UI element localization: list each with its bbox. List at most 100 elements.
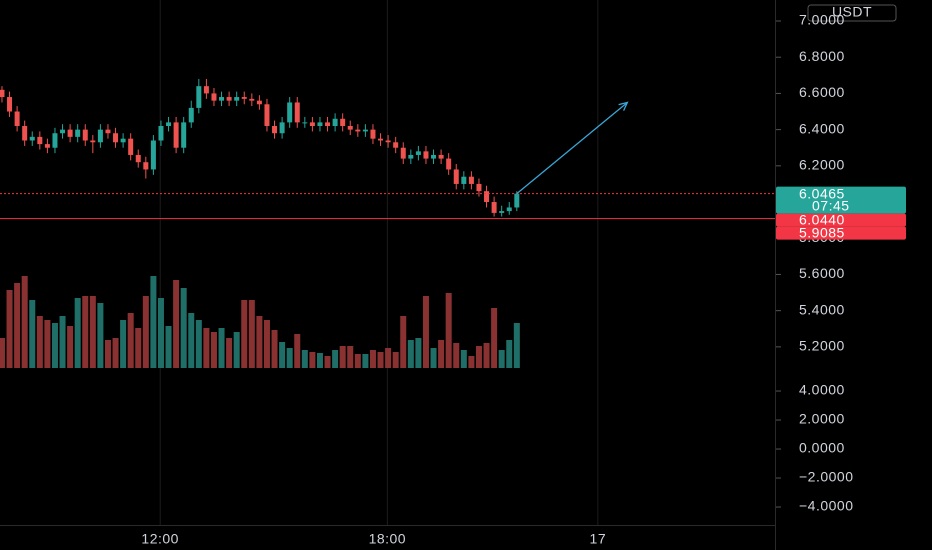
price-line-box — [776, 226, 906, 240]
x-tick-label: 12:00 — [141, 531, 179, 547]
volume-bar — [430, 348, 437, 368]
candle-body — [52, 133, 58, 148]
volume-bar — [89, 296, 96, 368]
candle-body — [272, 126, 278, 134]
volume-bar — [460, 350, 467, 368]
volume-bar — [104, 340, 111, 368]
volume-bar — [142, 296, 149, 368]
candle-body — [264, 104, 270, 127]
candle-body — [203, 86, 209, 94]
volume-bar — [324, 356, 331, 368]
volume-bar — [150, 276, 157, 368]
candle-body — [135, 154, 141, 163]
candle-body — [378, 138, 384, 141]
volume-bar — [51, 323, 58, 368]
y-tick-label: 6.8000 — [799, 48, 845, 64]
candle-body — [75, 129, 81, 137]
candle-body — [44, 144, 50, 148]
volume-bar — [14, 283, 21, 368]
candle-body — [446, 158, 452, 170]
y-tick-label: 5.4000 — [799, 301, 845, 317]
candle-body — [332, 118, 338, 127]
candle-body — [431, 154, 437, 159]
volume-bar — [498, 350, 505, 368]
candle-body — [279, 122, 285, 134]
candle-body — [150, 140, 156, 170]
candle-body — [90, 140, 96, 143]
volume-bar — [97, 303, 104, 368]
countdown-label: 07:45 — [812, 197, 850, 213]
candle-body — [347, 126, 353, 130]
candle-body — [211, 93, 217, 101]
y-tick-label: 5.2000 — [799, 338, 845, 354]
candle-body — [143, 162, 149, 170]
y2-tick-label: −2.0000 — [799, 469, 854, 485]
volume-bar — [195, 320, 202, 368]
volume-bar — [218, 328, 225, 368]
volume-bar — [407, 340, 414, 368]
price-line-box — [776, 213, 906, 227]
volume-bar — [362, 354, 369, 368]
candle-body — [393, 142, 399, 148]
candle-body — [340, 118, 346, 127]
candle-body — [438, 154, 444, 159]
volume-bar — [422, 296, 429, 368]
candle-body — [105, 129, 111, 134]
volume-bar — [44, 320, 51, 368]
candle-body — [158, 126, 164, 141]
volume-bar — [188, 313, 195, 368]
candle-body — [400, 147, 406, 159]
volume-bar — [241, 300, 248, 368]
volume-bar — [415, 338, 422, 368]
candle-body — [234, 97, 240, 101]
last-price-label: 6.0465 — [799, 185, 845, 201]
candle-body — [166, 122, 172, 127]
volume-bar — [286, 348, 293, 368]
volume-bar — [180, 288, 187, 368]
volume-bar — [74, 298, 81, 368]
candle-body — [188, 107, 194, 123]
volume-bar — [279, 342, 286, 368]
volume-bar — [506, 340, 513, 368]
y2-tick-label: −4.0000 — [799, 498, 854, 514]
volume-bar — [354, 354, 361, 368]
y2-tick-label: 0.0000 — [799, 440, 845, 456]
volume-bar — [82, 296, 89, 368]
y-tick-label: 6.6000 — [799, 84, 845, 100]
x-tick-label: 17 — [590, 531, 607, 547]
candle-body — [302, 122, 308, 124]
volume-bar — [135, 328, 142, 368]
candle-body — [29, 136, 35, 141]
candle-body — [82, 129, 88, 141]
candle-body — [0, 89, 5, 98]
candle-body — [219, 97, 225, 101]
volume-bar — [491, 308, 498, 368]
volume-bar — [309, 352, 316, 368]
price-line-label: 6.0440 — [799, 211, 845, 227]
candle-body — [499, 211, 505, 213]
candle-body — [453, 169, 459, 184]
volume-bar — [385, 348, 392, 368]
candle-body — [67, 129, 73, 137]
candle-body — [317, 122, 323, 127]
y-tick-label: 6.2000 — [799, 157, 845, 173]
candle-body — [355, 129, 361, 132]
currency-box[interactable] — [807, 4, 897, 22]
candle-body — [7, 97, 13, 112]
candle-body — [256, 100, 262, 105]
volume-bar — [6, 290, 13, 368]
volume-bar — [445, 293, 452, 368]
candle-body — [415, 151, 421, 155]
candle-body — [14, 111, 20, 127]
candle-body — [461, 176, 467, 184]
volume-bar — [210, 332, 217, 368]
candle-body — [514, 193, 520, 208]
y-tick-label: 6.4000 — [799, 120, 845, 136]
volume-bar — [513, 323, 520, 368]
currency-label[interactable]: USDT — [832, 4, 872, 20]
volume-bar — [271, 330, 278, 368]
volume-bar — [165, 326, 172, 368]
candle-body — [97, 129, 103, 143]
volume-bar — [0, 338, 5, 368]
